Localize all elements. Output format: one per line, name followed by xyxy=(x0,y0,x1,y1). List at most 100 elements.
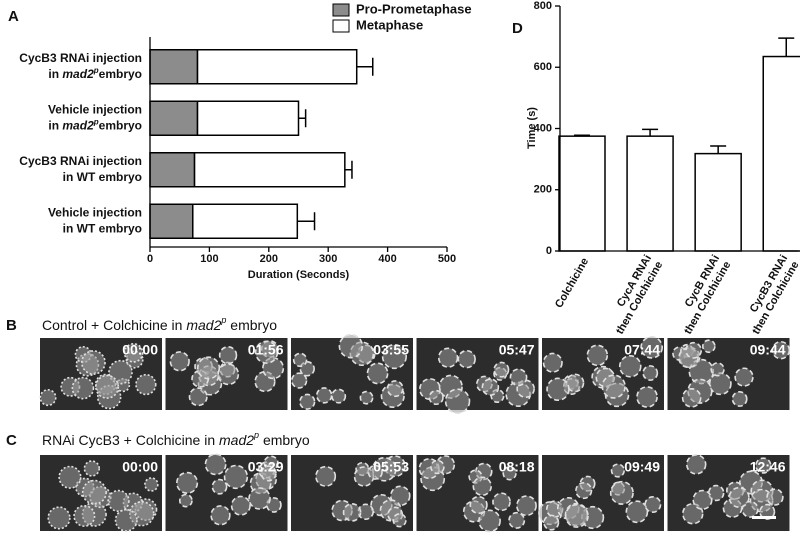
chromatin xyxy=(542,352,563,373)
chromatin xyxy=(359,390,374,405)
panel-label: A xyxy=(8,8,19,25)
row-title-part: p xyxy=(253,430,259,440)
chromatin xyxy=(685,341,703,359)
chromatin xyxy=(218,346,238,365)
x-tick-label: 100 xyxy=(200,253,218,265)
chromatin xyxy=(357,503,374,521)
chromatin xyxy=(546,377,570,402)
chromatin xyxy=(381,343,408,370)
chromatin xyxy=(331,388,347,404)
timestamp: 05:47 xyxy=(499,342,535,358)
category-label-part: in WT embryo xyxy=(63,221,142,235)
chromatin xyxy=(230,495,251,516)
chromatin xyxy=(575,481,593,500)
bar-segment xyxy=(196,49,358,85)
chromatin xyxy=(516,495,537,517)
chromatin xyxy=(493,361,510,378)
category-label: in mad2pembryo xyxy=(48,117,142,133)
chromatin xyxy=(492,492,511,512)
chromatin xyxy=(389,485,411,507)
bar-segment xyxy=(149,152,196,188)
chromatin xyxy=(290,372,308,389)
chromatin xyxy=(73,504,96,528)
chromatin xyxy=(685,454,707,475)
y-tick-label: 800 xyxy=(534,0,552,12)
chromatin xyxy=(58,465,82,489)
chromatin xyxy=(71,376,95,400)
chromatin xyxy=(248,487,271,510)
chromatin xyxy=(175,471,199,494)
panel-label: B xyxy=(6,317,17,334)
chromatin xyxy=(469,495,488,515)
y-tick-label: 200 xyxy=(534,184,552,196)
row-title: Control + Colchicine in mad2p embryo xyxy=(42,315,277,332)
chromatin xyxy=(692,489,713,510)
timestamp: 09:44 xyxy=(750,342,786,358)
x-tick-label: 0 xyxy=(147,253,153,265)
category-label: in WT embryo xyxy=(63,221,142,235)
category-label: Vehicle injection xyxy=(48,205,142,219)
chromatin xyxy=(708,372,732,396)
timestamp: 12:46 xyxy=(750,459,786,475)
chromatin xyxy=(188,387,208,407)
chromatin xyxy=(366,362,389,385)
x-tick-label: Colchicine xyxy=(553,256,591,310)
legend-label: Metaphase xyxy=(356,17,423,32)
category-label-part: embryo xyxy=(99,118,142,132)
chromatin xyxy=(437,347,459,368)
chromatin xyxy=(81,479,107,505)
category-label-part: in xyxy=(48,67,62,81)
chromatin xyxy=(260,465,277,482)
chromatin xyxy=(292,352,308,368)
chromatin xyxy=(169,351,190,372)
y-axis-label: Time (s) xyxy=(526,107,538,149)
chromatin xyxy=(509,368,528,387)
chromatin xyxy=(759,503,776,520)
chromatin xyxy=(601,374,626,399)
row-title: RNAi CycB3 + Colchicine in mad2p embryo xyxy=(42,430,310,447)
chromatin xyxy=(755,457,772,474)
chromatin xyxy=(217,363,240,386)
chromatin xyxy=(640,336,664,359)
chromatin xyxy=(478,509,501,533)
chromatin xyxy=(83,460,101,477)
row-title-part: p xyxy=(220,315,226,325)
x-axis-label: Duration (Seconds) xyxy=(248,269,350,281)
chromatin xyxy=(80,350,106,375)
timestamp: 00:00 xyxy=(122,459,158,475)
category-label: in WT embryo xyxy=(63,170,142,184)
y-tick-label: 400 xyxy=(534,122,552,134)
legend-swatch xyxy=(332,19,350,33)
chromatin xyxy=(178,493,193,508)
panel-label: D xyxy=(512,20,523,37)
chromatin xyxy=(211,478,228,495)
chromatin xyxy=(508,511,526,529)
panel-label: C xyxy=(6,432,17,449)
chromatin xyxy=(710,362,725,377)
chromatin xyxy=(481,378,500,396)
legend-label: Pro-Prometaphase xyxy=(356,1,472,16)
chromatin xyxy=(636,386,658,408)
bar-segment xyxy=(149,49,199,85)
category-label-part: in WT embryo xyxy=(63,170,142,184)
legend-swatch xyxy=(332,3,350,17)
category-label-part: p xyxy=(93,65,99,74)
x-tick-label: CycB3 RNAithen Colchicine xyxy=(739,253,800,336)
chromatin xyxy=(39,389,57,407)
x-tick-label: 500 xyxy=(438,253,456,265)
chromatin xyxy=(610,463,625,478)
chromatin xyxy=(444,388,471,414)
bar-segment xyxy=(149,100,199,136)
category-label: CycB3 RNAi injection xyxy=(19,51,142,65)
x-tick-label: CycB RNAithen Colchicine xyxy=(671,253,734,336)
chromatin xyxy=(47,506,71,530)
chromatin xyxy=(564,503,589,528)
chromatin xyxy=(586,344,609,367)
row-title-part: Control + Colchicine in xyxy=(42,317,186,333)
chromatin xyxy=(392,513,407,528)
bar xyxy=(558,135,606,252)
chromatin xyxy=(114,508,138,532)
chromatin xyxy=(204,453,227,476)
bar xyxy=(694,152,742,252)
